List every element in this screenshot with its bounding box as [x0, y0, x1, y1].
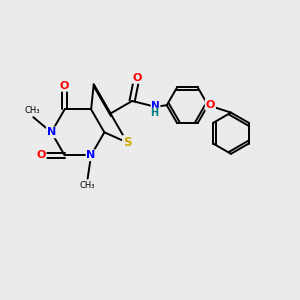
- Text: S: S: [123, 136, 131, 149]
- Text: O: O: [206, 100, 215, 110]
- Text: N: N: [47, 127, 56, 137]
- Text: H: H: [150, 108, 158, 118]
- Text: O: O: [36, 150, 46, 160]
- Text: CH₃: CH₃: [24, 106, 40, 116]
- Text: O: O: [133, 73, 142, 83]
- Text: O: O: [60, 81, 69, 91]
- Text: CH₃: CH₃: [80, 181, 95, 190]
- Text: N: N: [86, 150, 96, 160]
- Text: N: N: [151, 100, 160, 110]
